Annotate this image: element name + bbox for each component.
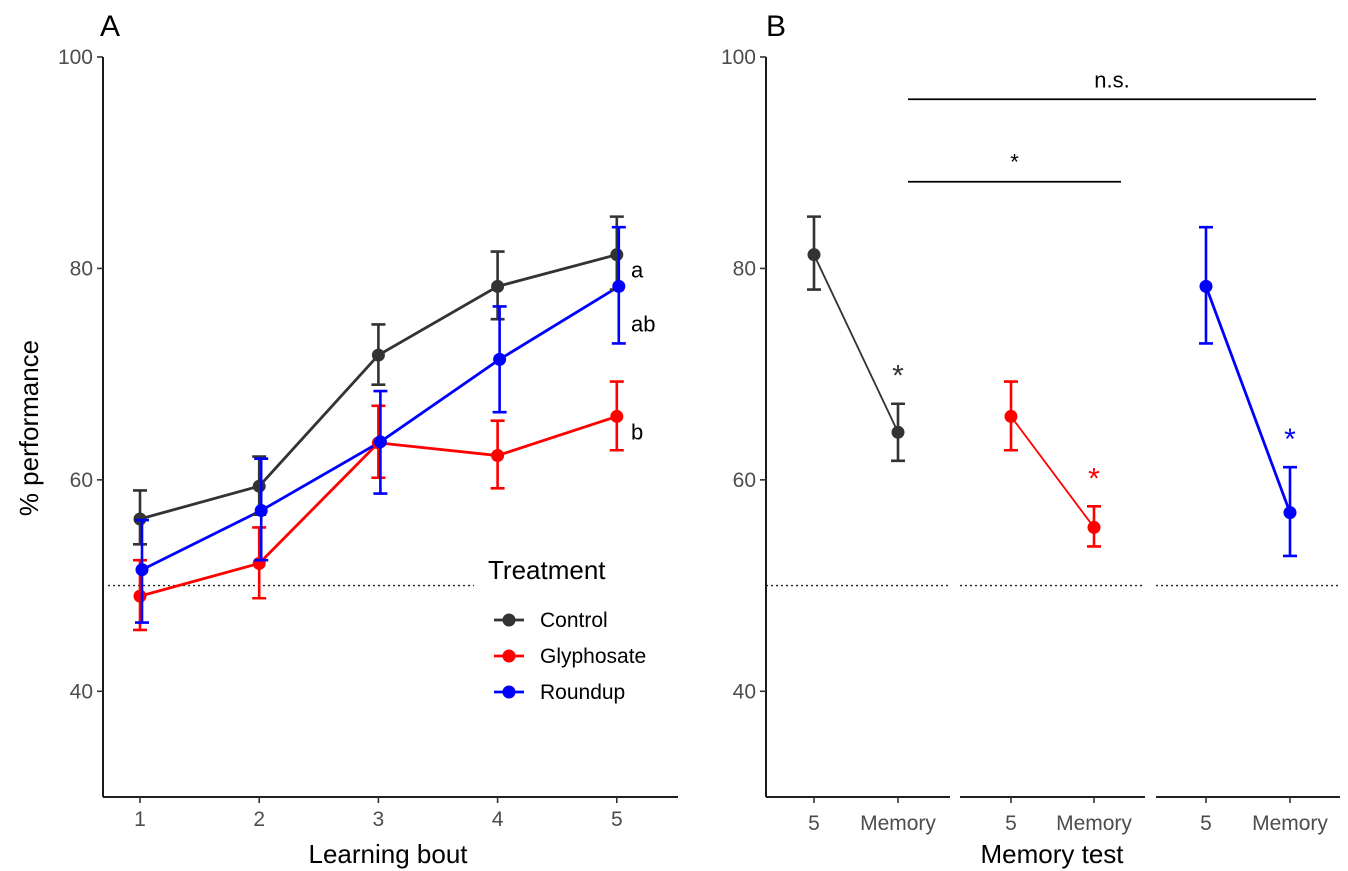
data-point-control bbox=[610, 248, 624, 262]
panel-a-y-tick-label: 40 bbox=[70, 680, 93, 703]
legend-label-glyphosate: Glyphosate bbox=[540, 645, 646, 668]
data-point-control bbox=[371, 348, 385, 362]
panel-b-x-tick-label: 5 bbox=[1200, 812, 1212, 835]
legend: Treatment Control Glyphosate Roundup bbox=[488, 555, 646, 704]
panel-b-y-tick-label: 40 bbox=[733, 680, 756, 703]
legend-key-point-control bbox=[502, 613, 516, 627]
panel-a-x-tick-label: 5 bbox=[611, 808, 623, 831]
panel-b-data-point bbox=[1087, 520, 1101, 534]
panel-b-y-tick-label: 100 bbox=[721, 46, 756, 69]
panel-b-x-axis-title: Memory test bbox=[980, 839, 1124, 869]
significance-star: * bbox=[1284, 423, 1296, 456]
group-label-roundup: ab bbox=[631, 311, 655, 336]
data-point-roundup bbox=[254, 504, 268, 518]
series-line-control bbox=[139, 253, 618, 521]
panel-b-data-point bbox=[1283, 506, 1297, 520]
panel-b-x-tick-label: 5 bbox=[1005, 812, 1017, 835]
panel-a-y-tick-label: 80 bbox=[70, 257, 93, 280]
data-point-roundup bbox=[493, 352, 507, 366]
comparison-label: * bbox=[1010, 150, 1019, 175]
group-label-control: a bbox=[631, 258, 644, 283]
comparison-label: n.s. bbox=[1094, 67, 1129, 92]
panel-b-chart: 40 60 80 100 5 Memory * 5 Memory * 5 Memory * n.s. * bbox=[721, 46, 1340, 835]
legend-key-point-roundup bbox=[502, 685, 516, 699]
panel-b-data-point bbox=[891, 425, 905, 439]
panel-a-x-axis-title: Learning bout bbox=[308, 839, 468, 869]
panel-b-series-line bbox=[1204, 285, 1292, 514]
panel-a-x-tick-label: 1 bbox=[134, 808, 146, 831]
panel-b-y-tick-label: 80 bbox=[733, 257, 756, 280]
significance-star: * bbox=[1088, 462, 1100, 495]
data-point-glyphosate bbox=[252, 556, 266, 570]
panel-b-y-tick-label: 60 bbox=[733, 469, 756, 492]
legend-label-roundup: Roundup bbox=[540, 681, 625, 704]
panel-b-series-line bbox=[813, 254, 899, 433]
panel-b-data-point bbox=[1199, 279, 1213, 293]
legend-label-control: Control bbox=[540, 609, 608, 632]
panel-a-x-tick-label: 4 bbox=[492, 808, 504, 831]
data-point-control bbox=[252, 479, 266, 493]
panel-b-x-tick-label: Memory bbox=[860, 812, 936, 835]
data-point-roundup bbox=[612, 279, 626, 293]
data-point-control bbox=[491, 279, 505, 293]
data-point-roundup bbox=[373, 435, 387, 449]
panel-a-y-axis-title: % performance bbox=[14, 340, 44, 516]
data-point-glyphosate bbox=[610, 409, 624, 423]
legend-title: Treatment bbox=[488, 555, 606, 585]
panel-a-y-tick-label: 100 bbox=[58, 46, 93, 69]
panel-a-y-tick-label: 60 bbox=[70, 469, 93, 492]
panel-b-x-tick-label: Memory bbox=[1252, 812, 1328, 835]
panel-a-letter: A bbox=[100, 10, 120, 43]
group-label-glyphosate: b bbox=[631, 419, 643, 444]
panel-b-letter: B bbox=[766, 10, 786, 43]
significance-star: * bbox=[892, 360, 904, 393]
data-point-roundup bbox=[135, 563, 149, 577]
panel-b-data-point bbox=[1004, 409, 1018, 423]
data-point-glyphosate bbox=[133, 589, 147, 603]
panel-b-x-tick-label: Memory bbox=[1056, 812, 1132, 835]
panel-b-data-point bbox=[807, 248, 821, 262]
panel-b-series-line bbox=[1010, 415, 1095, 528]
panel-a-x-tick-label: 3 bbox=[373, 808, 385, 831]
data-point-glyphosate bbox=[491, 449, 505, 463]
panel-b-x-tick-label: 5 bbox=[808, 812, 820, 835]
legend-key-point-glyphosate bbox=[502, 649, 516, 663]
panel-a-x-tick-label: 2 bbox=[253, 808, 265, 831]
